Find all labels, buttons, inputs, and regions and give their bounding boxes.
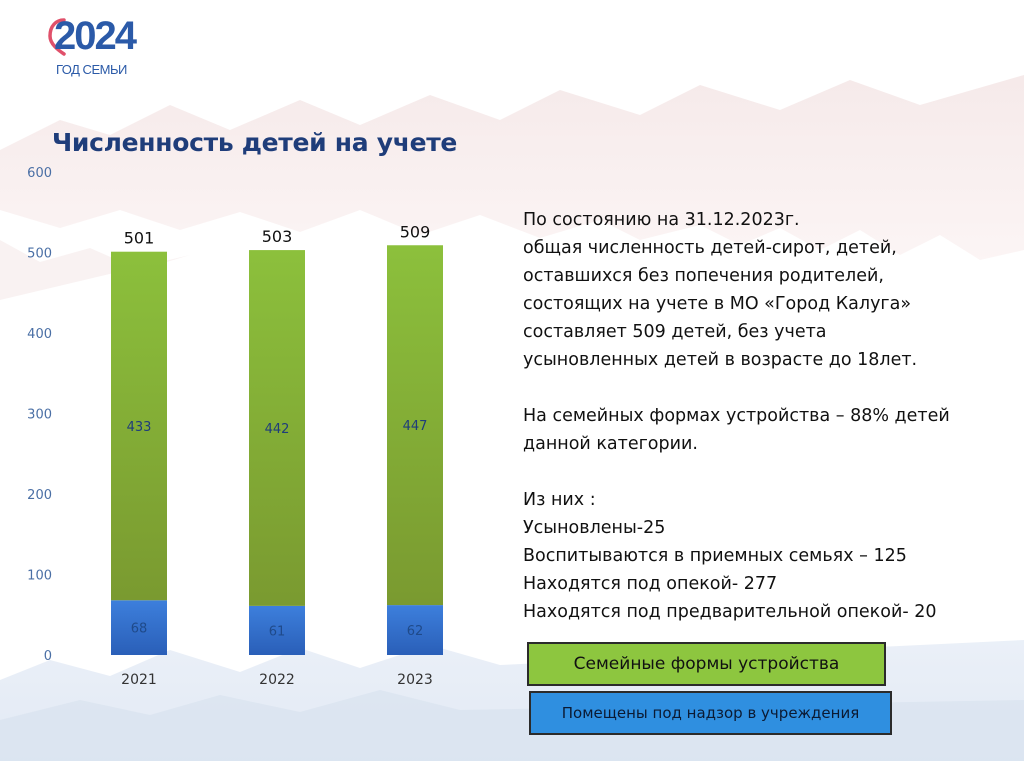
stacked-bar-chart: 0 100 200 300 400 500 600 68 433 501 2021 61 442 503…	[27, 166, 443, 688]
label-total-2022: 503	[262, 227, 293, 246]
bar-family-forms-2023	[387, 245, 443, 606]
family-line-1: данной категории.	[523, 434, 698, 454]
logo-2024: 2024 ГОД СЕМЬИ	[48, 12, 137, 84]
legend-institutions: Помещены под надзор в учреждения	[529, 691, 892, 735]
bar-institutions-2023	[387, 605, 443, 655]
summary-line-5: усыновленных детей в возрасте до 18лет.	[523, 350, 918, 370]
breakdown-list: Из них : Усыновлены-25 Воспитываются в при…	[523, 486, 1013, 626]
summary-line-4: составляет 509 детей, без учета	[523, 322, 827, 342]
summary-line-2: оставшихся без попечения родителей,	[523, 266, 884, 286]
y-tick-600: 600	[27, 166, 52, 181]
y-tick-400: 400	[27, 327, 52, 342]
family-line-0: На семейных формах устройства – 88% дете…	[523, 406, 950, 426]
y-tick-300: 300	[27, 408, 52, 423]
x-tick-2023: 2023	[397, 672, 433, 688]
label-institutions-2021: 68	[131, 622, 148, 637]
summary-line-0: По состоянию на 31.12.2023г.	[523, 210, 800, 230]
y-tick-0: 0	[44, 649, 52, 664]
summary-line-1: общая численность детей-сирот, детей,	[523, 238, 897, 258]
legend-family-forms-label: Семейные формы устройства	[573, 654, 840, 674]
label-institutions-2023: 62	[407, 624, 424, 639]
legend-institutions-label: Помещены под надзор в учреждения	[561, 704, 860, 722]
breakdown-line-3: Находятся под опекой- 277	[523, 574, 778, 594]
info-text-block: По состоянию на 31.12.2023г. общая числен…	[523, 206, 1013, 626]
label-total-2023: 509	[400, 222, 431, 241]
y-tick-200: 200	[27, 488, 52, 503]
label-total-2021: 501	[124, 229, 155, 248]
heart-icon	[48, 18, 66, 56]
bar-family-forms-2022	[249, 250, 305, 606]
summary-text: По состоянию на 31.12.2023г. общая числен…	[523, 206, 1013, 374]
label-institutions-2022: 61	[269, 624, 286, 639]
label-family-forms-2021: 433	[127, 420, 152, 435]
breakdown-line-2: Воспитываются в приемных семьях – 125	[523, 546, 907, 566]
bar-family-forms-2021	[111, 251, 167, 601]
page-title: Численность детей на учете	[52, 128, 458, 157]
bar-institutions-2021	[111, 600, 167, 655]
breakdown-line-4: Находятся под предварительной опекой- 20	[523, 602, 937, 622]
x-tick-2021: 2021	[121, 672, 157, 688]
y-tick-500: 500	[27, 247, 52, 262]
label-family-forms-2022: 442	[265, 422, 290, 437]
x-tick-2022: 2022	[259, 672, 295, 688]
breakdown-line-1: Усыновлены-25	[523, 518, 666, 538]
family-forms-text: На семейных формах устройства – 88% дете…	[523, 402, 1013, 458]
y-tick-100: 100	[27, 569, 52, 584]
logo-subtitle: ГОД СЕМЬИ	[56, 62, 127, 77]
bar-institutions-2022	[249, 605, 305, 655]
summary-line-3: состоящих на учете в МО «Город Калуга»	[523, 294, 912, 314]
label-family-forms-2023: 447	[403, 419, 428, 434]
legend-family-forms: Семейные формы устройства	[527, 642, 886, 686]
logo-year: 2024	[54, 14, 137, 58]
breakdown-line-0: Из них :	[523, 490, 596, 510]
